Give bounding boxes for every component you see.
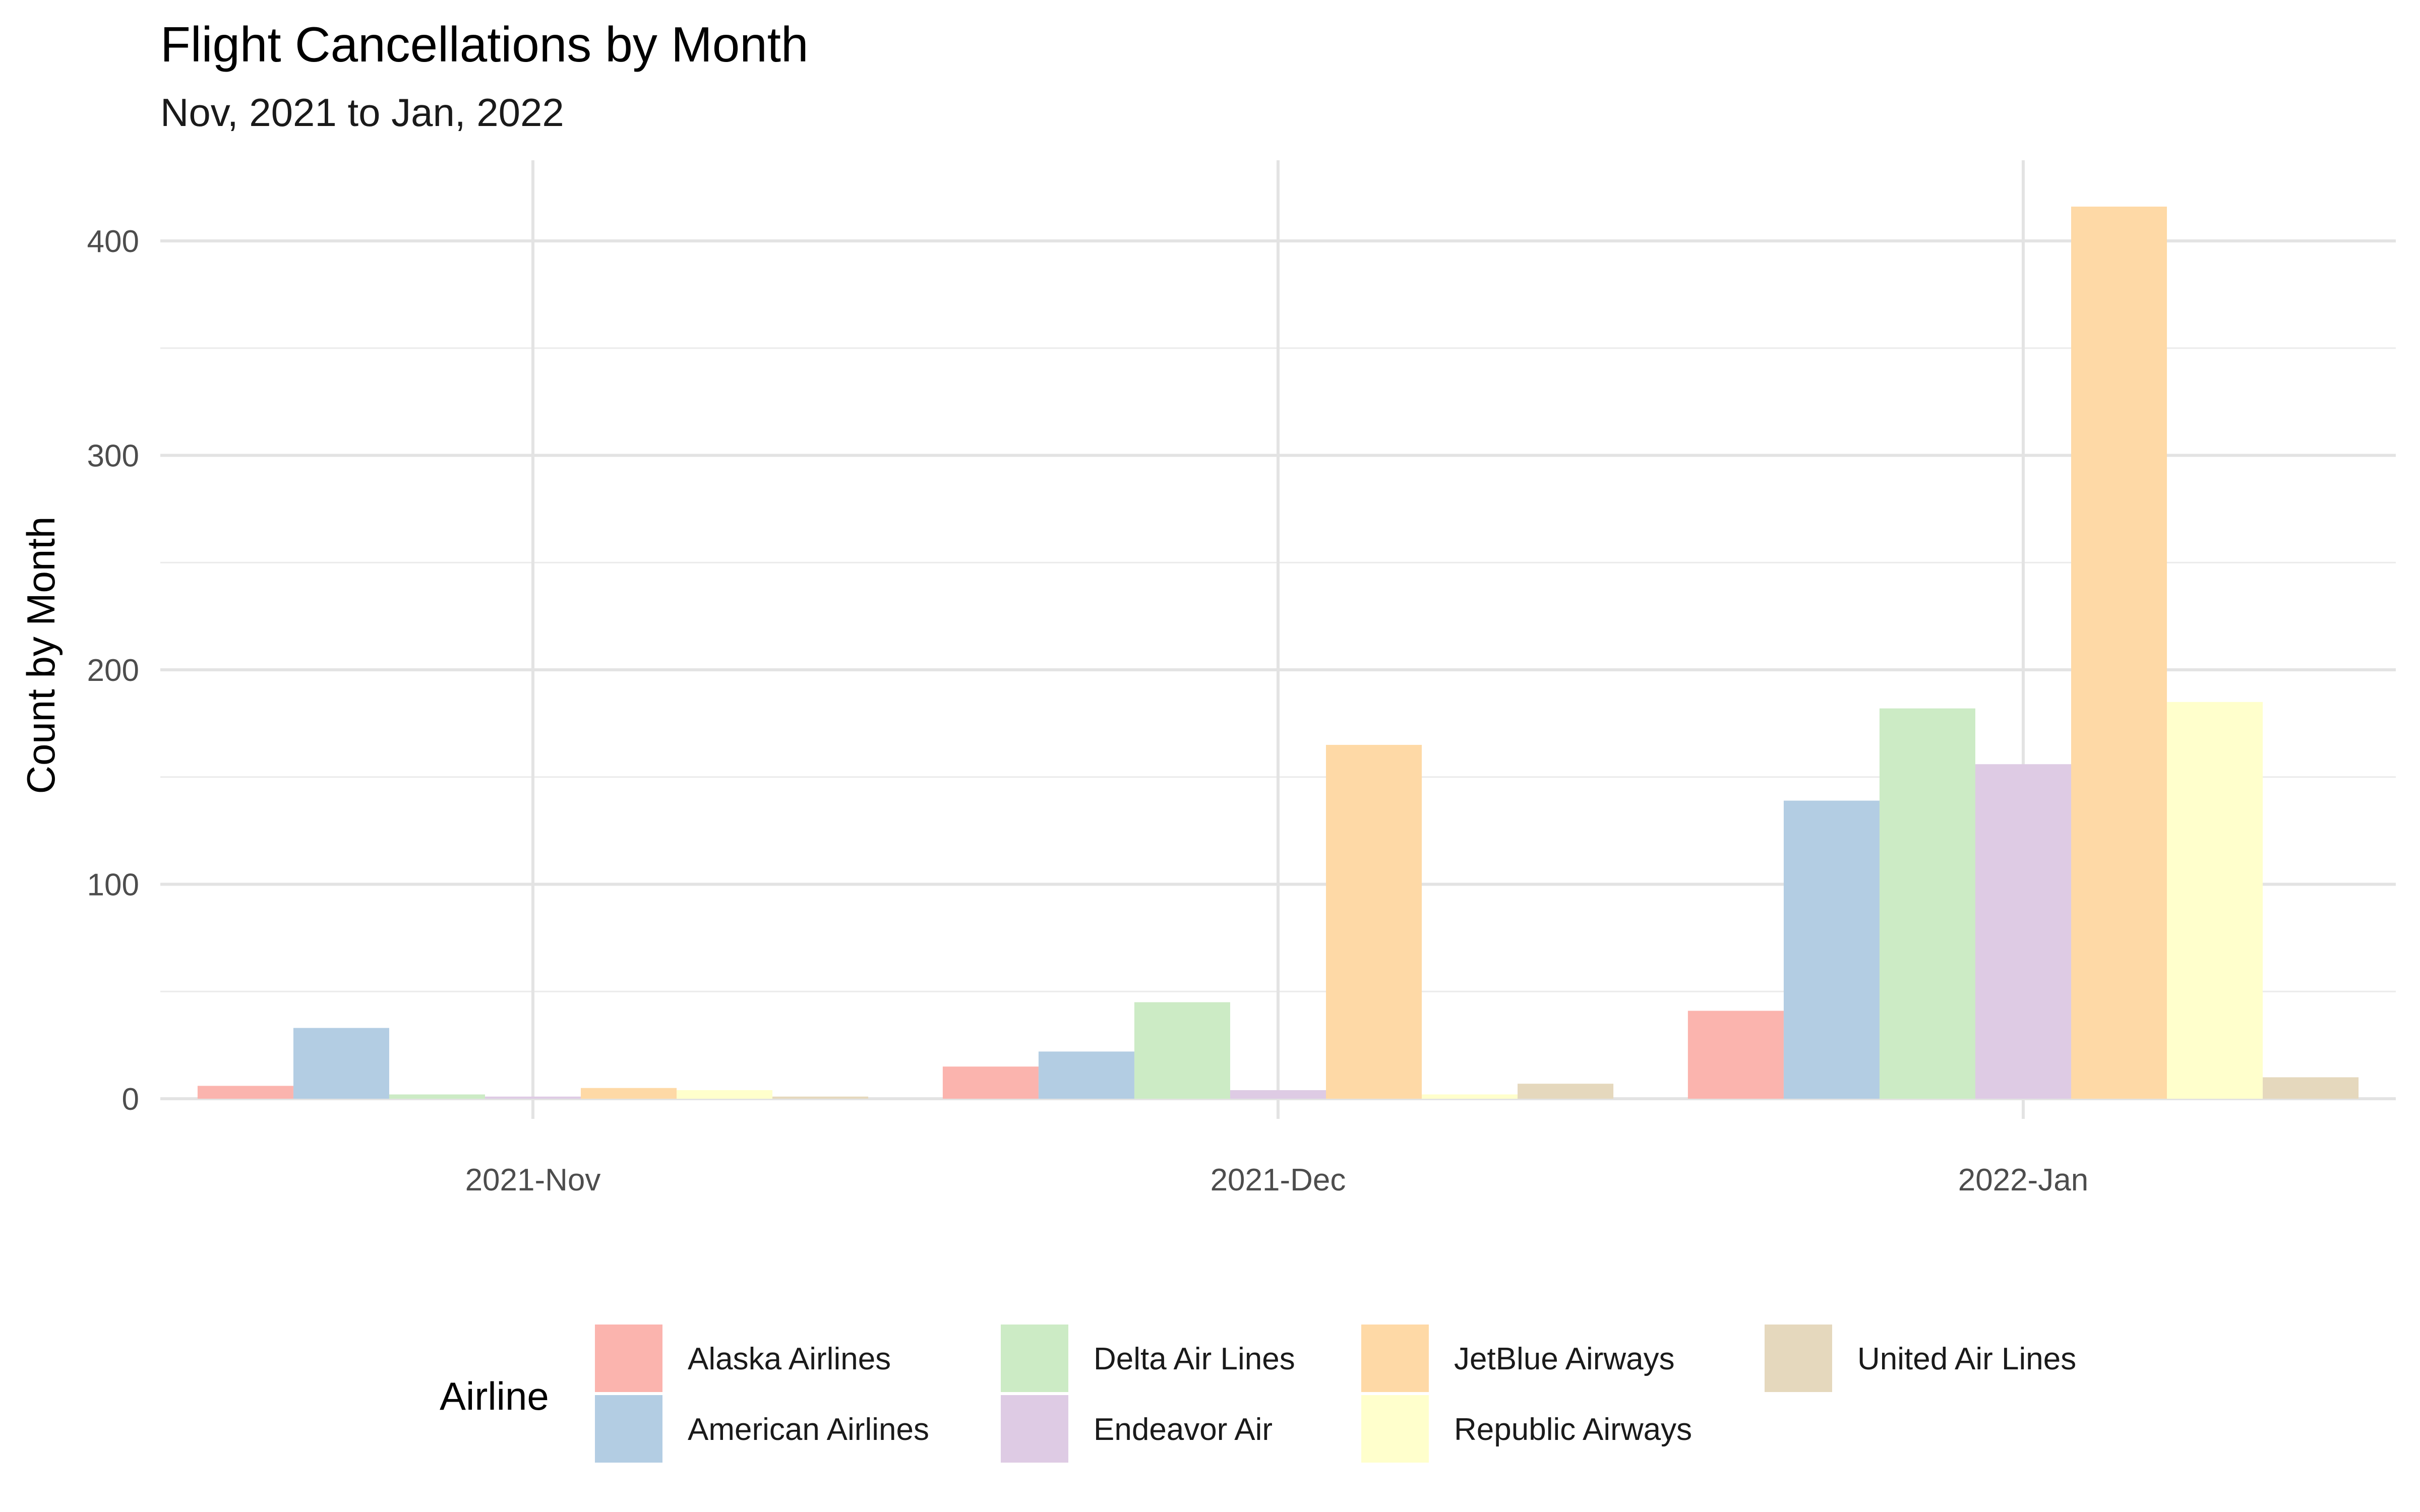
y-tick-label: 0 <box>122 1082 139 1117</box>
legend-label-jetblue-airways: JetBlue Airways <box>1454 1342 1675 1376</box>
y-tick-label: 200 <box>87 653 139 688</box>
legend-item-united-air-lines: United Air Lines <box>1765 1325 2076 1392</box>
legend-key-jetblue-airways <box>1361 1325 1429 1392</box>
legend-label-american-airlines: American Airlines <box>688 1412 929 1447</box>
bar-delta-air-lines-2022-jan <box>1879 708 1975 1099</box>
legend: Airline Alaska Airlines American Airlines… <box>440 1325 2076 1463</box>
y-tick-label: 400 <box>87 224 139 259</box>
legend-key-delta-air-lines <box>1001 1325 1068 1392</box>
legend-key-endeavor-air <box>1001 1395 1068 1463</box>
bar-united-air-lines-2021-nov <box>772 1096 869 1099</box>
legend-label-delta-air-lines: Delta Air Lines <box>1094 1342 1295 1376</box>
legend-key-republic-airways <box>1361 1395 1429 1463</box>
bar-alaska-airlines-2022-jan <box>1687 1011 1784 1099</box>
legend-label-republic-airways: Republic Airways <box>1454 1412 1692 1447</box>
x-tick-label-2021-nov: 2021-Nov <box>465 1163 601 1198</box>
legend-item-alaska-airlines: Alaska Airlines <box>595 1325 891 1392</box>
bar-alaska-airlines-2021-nov <box>197 1086 293 1099</box>
bar-jetblue-airways-2022-jan <box>2071 206 2167 1099</box>
chart-subtitle: Nov, 2021 to Jan, 2022 <box>160 90 564 135</box>
legend-key-united-air-lines <box>1765 1325 1832 1392</box>
legend-label-endeavor-air: Endeavor Air <box>1094 1412 1273 1447</box>
bar-american-airlines-2021-dec <box>1038 1051 1134 1099</box>
y-tick-label: 100 <box>87 868 139 903</box>
bar-delta-air-lines-2021-dec <box>1134 1002 1230 1099</box>
bar-delta-air-lines-2021-nov <box>389 1094 485 1099</box>
legend-key-alaska-airlines <box>595 1325 662 1392</box>
bar-american-airlines-2022-jan <box>1783 800 1880 1099</box>
bar-republic-airways-2022-jan <box>2167 702 2263 1099</box>
y-tick-label: 300 <box>87 439 139 474</box>
legend-label-alaska-airlines: Alaska Airlines <box>688 1342 891 1376</box>
x-tick-label-2021-dec: 2021-Dec <box>1211 1163 1346 1198</box>
bar-republic-airways-2021-dec <box>1422 1094 1518 1099</box>
legend-item-jetblue-airways: JetBlue Airways <box>1361 1325 1675 1392</box>
bar-jetblue-airways-2021-dec <box>1326 744 1422 1099</box>
legend-item-american-airlines: American Airlines <box>595 1395 929 1463</box>
bar-united-air-lines-2021-dec <box>1518 1084 1614 1099</box>
y-axis-label: Count by Month <box>19 517 63 794</box>
bar-endeavor-air-2022-jan <box>1975 764 2072 1099</box>
legend-key-american-airlines <box>595 1395 662 1463</box>
legend-items: Alaska Airlines American Airlines Delta Ai… <box>595 1325 2076 1463</box>
bar-american-airlines-2021-nov <box>293 1028 389 1099</box>
chart-title: Flight Cancellations by Month <box>160 17 809 72</box>
bar-united-air-lines-2022-jan <box>2263 1077 2359 1099</box>
x-axis-ticks: 2021-Nov 2021-Dec 2022-Jan <box>465 1163 2089 1198</box>
x-tick-label-2022-jan: 2022-Jan <box>1958 1163 2089 1198</box>
legend-item-delta-air-lines: Delta Air Lines <box>1001 1325 1295 1392</box>
legend-item-republic-airways: Republic Airways <box>1361 1395 1692 1463</box>
bar-alaska-airlines-2021-dec <box>942 1066 1039 1099</box>
bars <box>197 206 2359 1099</box>
bar-endeavor-air-2021-nov <box>485 1096 581 1099</box>
legend-label-united-air-lines: United Air Lines <box>1857 1342 2076 1376</box>
y-axis-ticks: 0 100 200 300 400 <box>87 224 139 1117</box>
bar-endeavor-air-2021-dec <box>1230 1090 1326 1099</box>
bar-republic-airways-2021-nov <box>677 1090 773 1099</box>
legend-item-endeavor-air: Endeavor Air <box>1001 1395 1273 1463</box>
legend-title: Airline <box>440 1374 549 1418</box>
bar-jetblue-airways-2021-nov <box>581 1088 677 1099</box>
